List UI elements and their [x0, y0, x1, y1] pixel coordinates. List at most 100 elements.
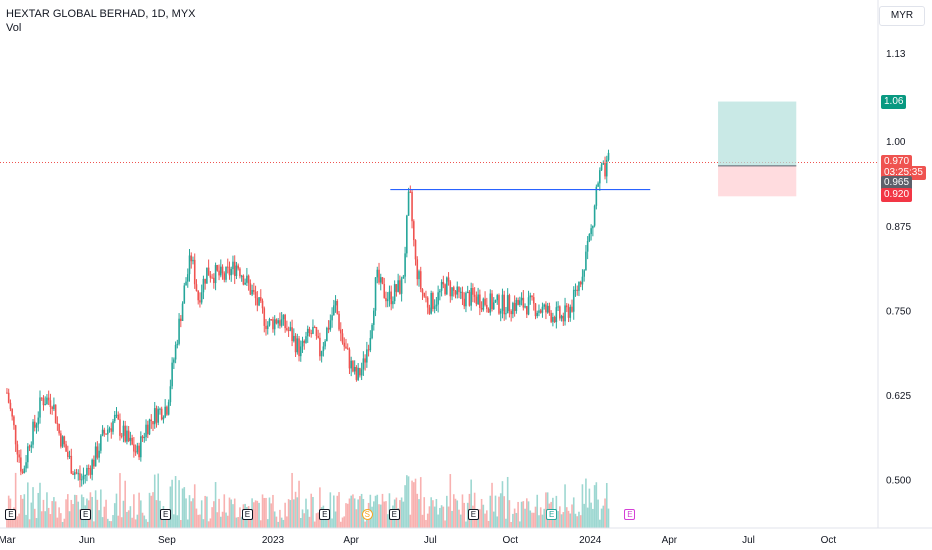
candle-body	[192, 259, 194, 262]
candle-body	[526, 306, 528, 315]
event-marker-earnings[interactable]: E	[467, 509, 479, 520]
candle-body	[84, 475, 86, 477]
candle-body	[466, 291, 469, 293]
volume-bar	[376, 494, 379, 528]
currency-button[interactable]: MYR	[879, 6, 925, 26]
long-position-target-zone[interactable]	[718, 101, 797, 166]
drawings[interactable]	[0, 101, 878, 197]
volume-bar	[100, 489, 102, 528]
volume-bar	[531, 512, 533, 528]
event-marker-earnings[interactable]: E	[5, 509, 17, 520]
candle-body	[110, 428, 113, 432]
candle-body	[134, 451, 137, 453]
volume-bar	[399, 500, 401, 528]
candle-body	[167, 402, 170, 415]
event-marker-earnings[interactable]: E	[319, 509, 331, 520]
volume-bar	[571, 504, 573, 528]
event-marker-upcoming[interactable]: E	[546, 509, 558, 520]
volume-bar	[567, 510, 570, 528]
volume-bar	[360, 493, 363, 528]
time-axis[interactable]: Mar Jun Sep 2023 Apr Jul Oct 2024 Apr Jul Oct	[0, 535, 836, 546]
candle-body	[190, 255, 193, 262]
volume-bar	[536, 494, 539, 528]
candle-body	[418, 271, 420, 280]
volume-bar	[155, 500, 158, 528]
volume-bar	[425, 519, 427, 528]
price-tag: 1.06	[881, 94, 907, 109]
event-marker-earnings[interactable]: E	[241, 509, 253, 520]
candle-body	[350, 360, 352, 369]
candle-body	[228, 267, 231, 276]
volume-bar	[353, 498, 356, 528]
volume-bar	[129, 506, 132, 528]
candle-body	[520, 297, 523, 301]
volume-bar	[336, 495, 339, 528]
candle-body	[461, 291, 464, 299]
volume-bar	[348, 498, 351, 528]
candle-body	[247, 275, 250, 284]
candle-body	[89, 468, 92, 475]
volume-bar	[428, 506, 431, 528]
volume-bar	[93, 521, 95, 528]
candle-body	[277, 320, 279, 324]
candle-body	[369, 338, 372, 351]
event-marker-dividend[interactable]: S	[361, 509, 373, 520]
candle-body	[331, 315, 333, 321]
candle-body	[482, 298, 485, 310]
volume-bar	[414, 478, 417, 528]
candle-body	[16, 444, 19, 455]
volume-bar	[176, 515, 179, 528]
candle-body	[54, 404, 57, 424]
candle-body	[171, 362, 173, 387]
event-marker-earnings[interactable]: E	[80, 509, 92, 520]
event-marker-future[interactable]: E	[624, 509, 636, 520]
candle-body	[319, 337, 321, 357]
volume-bar	[145, 519, 147, 528]
candle-body	[559, 306, 561, 319]
candle-body	[173, 359, 175, 363]
volume-bar	[14, 472, 17, 528]
symbol-title[interactable]: HEXTAR GLOBAL BERHAD, 1D, MYX	[6, 8, 196, 20]
volume-bar	[33, 508, 36, 528]
price-axis[interactable]: 1.13 1.00 0.875 0.750 0.625 0.500	[886, 49, 911, 486]
volume-bar	[148, 492, 151, 528]
volume-bar	[96, 499, 99, 528]
candle-body	[246, 275, 248, 283]
volume-bar	[63, 518, 66, 528]
volume-bar	[381, 493, 384, 528]
volume-bar	[527, 501, 530, 528]
candle-body	[254, 291, 257, 299]
event-marker-earnings[interactable]: E	[160, 509, 172, 520]
volume-bar	[506, 476, 509, 528]
volume-bar	[597, 499, 599, 528]
volume-legend[interactable]: Vol	[6, 22, 22, 34]
candle-body	[180, 318, 182, 322]
candle-body	[447, 277, 450, 282]
volume-bar	[456, 500, 459, 528]
candle-body	[531, 295, 533, 298]
candle-body	[317, 335, 319, 338]
volume-bar	[171, 479, 173, 528]
volume-bar	[404, 485, 406, 528]
volume-bar	[306, 509, 309, 528]
volume-bar	[583, 503, 585, 528]
volume-bar	[524, 508, 526, 528]
candle-body	[25, 462, 27, 469]
volume-bar	[569, 513, 572, 528]
volume-bar	[510, 521, 512, 528]
candle-body	[206, 267, 208, 284]
candle-body	[592, 225, 594, 229]
candle-body	[489, 293, 492, 313]
candle-body	[458, 286, 460, 292]
candle-body	[407, 191, 410, 216]
candle-body	[574, 289, 577, 291]
volume-bar	[565, 507, 568, 528]
event-marker-earnings[interactable]: E	[388, 509, 400, 520]
candle-body	[532, 297, 535, 304]
candles	[6, 149, 610, 488]
volume-bar	[423, 497, 426, 528]
volume-bar	[181, 488, 184, 528]
volume-bar	[513, 508, 516, 528]
long-position-stop-zone[interactable]	[718, 165, 797, 197]
